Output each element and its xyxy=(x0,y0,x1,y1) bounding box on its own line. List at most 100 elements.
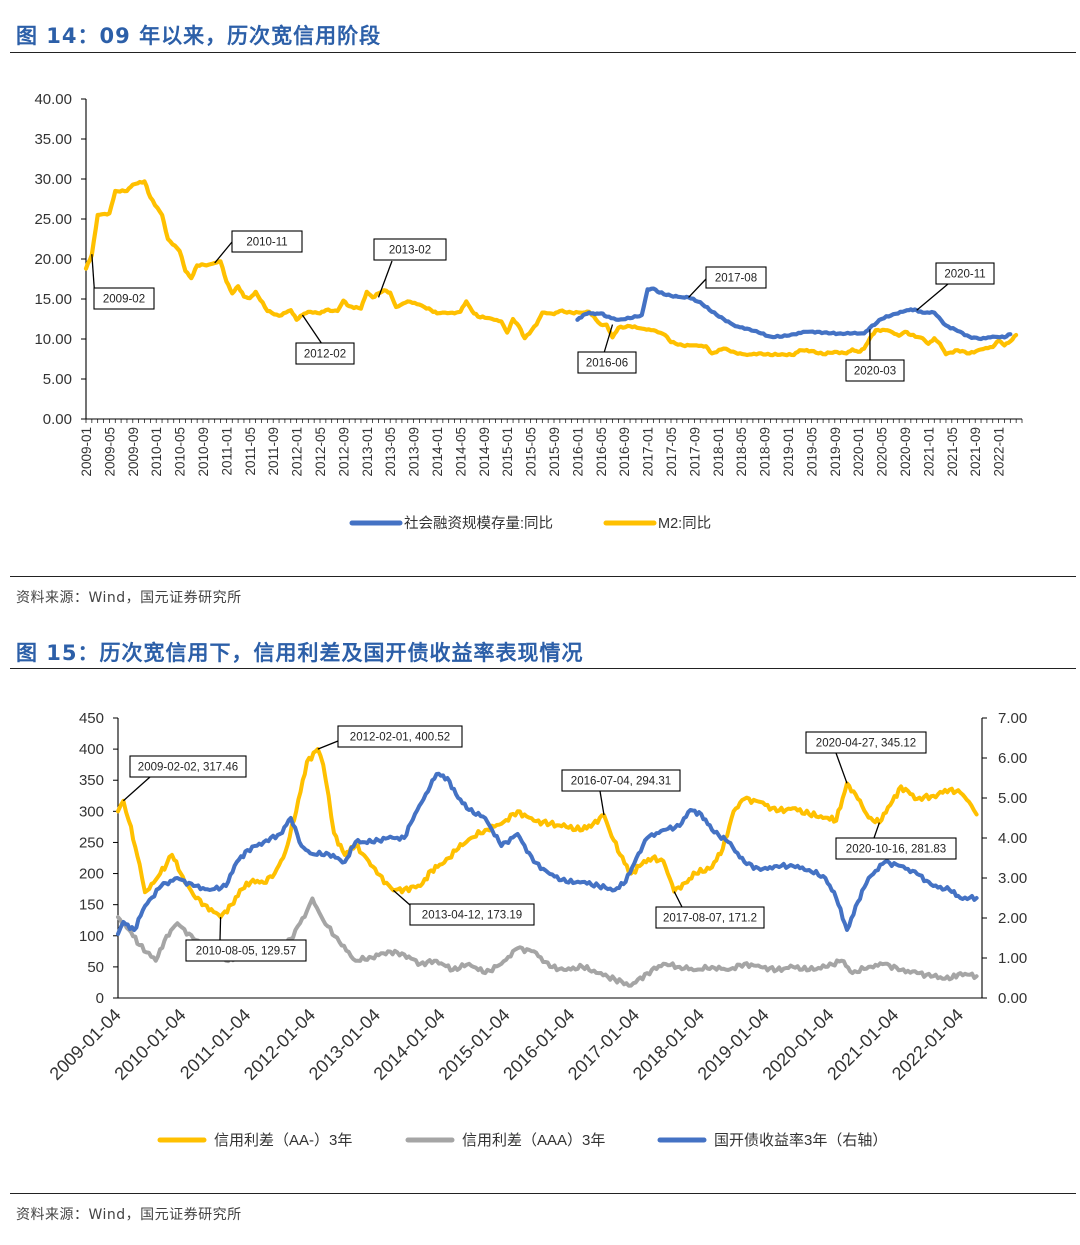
y-tick-label: 20.00 xyxy=(34,251,72,268)
x-tick-label: 2017-01 xyxy=(641,427,656,477)
annotation-6-leader xyxy=(835,752,848,784)
y-left-tick-label: 150 xyxy=(79,897,104,914)
y-right-tick-label: 0.00 xyxy=(998,990,1027,1007)
x-tick-label: 2016-05 xyxy=(594,427,609,477)
annotation-7-label: 2020-11 xyxy=(944,269,985,281)
annotation-3-label: 2013-02 xyxy=(389,245,431,257)
annotation-1-box xyxy=(185,939,307,962)
y-right-tick-label: 2.00 xyxy=(998,910,1027,927)
annotation-2-leader xyxy=(317,740,339,750)
y-left-tick-label: 300 xyxy=(79,803,104,820)
x-tick-label: 2010-01 xyxy=(149,427,164,477)
x-tick-label: 2011-05 xyxy=(243,427,258,476)
x-tick-label: 2020-09 xyxy=(898,427,913,477)
annotation-1-label: 2010-08-05, 129.57 xyxy=(196,946,296,958)
y-right-tick-label: 7.00 xyxy=(998,710,1027,727)
annotation-2-box xyxy=(337,725,463,748)
x-tick-label: 2016-09 xyxy=(617,427,632,477)
legend-label-m2: M2:同比 xyxy=(658,515,711,532)
x-tick-label: 2015-01 xyxy=(500,427,515,477)
annotation-7-leader xyxy=(873,822,881,839)
x-tick-label: 2020-01 xyxy=(851,427,866,477)
x-tick-label: 2014-01 xyxy=(430,427,445,477)
series-line-aa-minus xyxy=(116,747,979,920)
chart-15: 0 50 100 150 200 250 300 350 400 450 0.00 1.00 2.00 3… xyxy=(46,710,1028,1149)
annotation-3-box xyxy=(373,238,447,261)
x-tick-label: 2020-05 xyxy=(875,427,890,477)
annotation-6-box xyxy=(845,359,905,382)
annotation-0-leader xyxy=(122,776,151,802)
annotation-6-label: 2020-03 xyxy=(854,366,896,378)
x-tick-label: 2009-09 xyxy=(126,427,141,477)
y-left-tick-label: 100 xyxy=(79,928,104,945)
figure-14-source: 资料来源：Wind，国元证券研究所 xyxy=(16,590,242,606)
y-left-tick-label: 0 xyxy=(96,990,104,1007)
legend-label-tsf-stock: 社会融资规模存量:同比 xyxy=(404,515,553,532)
x-tick-label: 2009-05 xyxy=(102,427,117,477)
series-line-cdb-yield xyxy=(116,771,979,936)
annotation-1-label: 2010-11 xyxy=(246,237,287,249)
x-tick-label: 2012-09 xyxy=(336,427,351,477)
x-tick-label: 2019-01 xyxy=(781,427,796,477)
annotation-0-label: 2009-02-02, 317.46 xyxy=(138,762,238,774)
annotation-7-leader xyxy=(916,283,949,311)
annotation-6-label: 2020-04-27, 345.12 xyxy=(816,738,916,750)
y-left-tick-label: 350 xyxy=(79,772,104,789)
annotation-5-box xyxy=(705,266,767,289)
annotation-1-box xyxy=(231,230,303,253)
x-tick-label: 2011-01 xyxy=(219,427,234,476)
y-left-tick-label: 250 xyxy=(79,834,104,851)
annotation-6-box xyxy=(805,731,927,754)
y-tick-label: 5.00 xyxy=(43,371,72,388)
x-tick-label: 2021-05 xyxy=(945,427,960,477)
y-right-tick-label: 3.00 xyxy=(998,870,1027,887)
annotation-3-box xyxy=(409,903,535,926)
x-tick-label: 2018-09 xyxy=(758,427,773,477)
legend-label-aaa: 信用利差（AAA）3年 xyxy=(462,1132,605,1149)
x-tick-label: 2012-05 xyxy=(313,427,328,477)
annotation-4-box xyxy=(561,769,681,792)
annotation-1-leader xyxy=(214,241,233,264)
annotation-2-box xyxy=(295,342,355,365)
annotation-3-leader xyxy=(392,889,411,906)
figure-14-title: 图 14：09 年以来，历次宽信用阶段 xyxy=(16,24,382,48)
annotation-2-label: 2012-02 xyxy=(304,349,346,361)
x-tick-label: 2013-05 xyxy=(383,427,398,477)
annotation-0-box xyxy=(93,287,155,310)
x-tick-label: 2016-01 xyxy=(570,427,585,477)
y-right-tick-label: 1.00 xyxy=(998,950,1027,967)
annotation-2-leader xyxy=(301,314,323,345)
annotation-0-box xyxy=(129,755,247,778)
y-left-tick-label: 200 xyxy=(79,866,104,883)
x-tick-label: 2018-05 xyxy=(734,427,749,477)
figure-15-source: 资料来源：Wind，国元证券研究所 xyxy=(16,1207,242,1223)
figure-14-bottom-rule xyxy=(10,576,1076,577)
annotation-7-label: 2020-10-16, 281.83 xyxy=(846,844,946,856)
chart-14: 0.00 5.00 10.00 15.00 20.00 25.00 30.00 35.00 40… xyxy=(34,91,1023,532)
legend-label-cdb-yield: 国开债收益率3年（右轴） xyxy=(714,1132,887,1149)
annotation-7-box xyxy=(935,262,995,285)
y-right-tick-label: 5.00 xyxy=(998,790,1027,807)
figure-14-top-rule xyxy=(10,52,1076,53)
figure-15-top-rule xyxy=(10,668,1076,669)
x-tick-label: 2010-05 xyxy=(173,427,188,477)
annotation-2-label: 2012-02-01, 400.52 xyxy=(350,732,450,744)
x-tick-label: 2019-09 xyxy=(828,427,843,477)
annotation-0-label: 2009-02 xyxy=(103,294,145,306)
y-right-tick-label: 4.00 xyxy=(998,830,1027,847)
x-tick-label: 2013-09 xyxy=(407,427,422,477)
x-tick-label: 2022-01 xyxy=(992,427,1007,477)
x-tick-label: 2013-01 xyxy=(360,427,375,477)
y-right-tick-label: 6.00 xyxy=(998,750,1027,767)
annotation-3-leader xyxy=(377,260,393,298)
annotation-5-leader xyxy=(688,278,707,298)
annotation-3-label: 2013-04-12, 173.19 xyxy=(422,910,522,922)
annotation-5-leader xyxy=(673,891,683,908)
x-tick-label: 2017-09 xyxy=(687,427,702,477)
x-tick-label: 2014-09 xyxy=(477,427,492,477)
x-tick-label: 2017-05 xyxy=(664,427,679,477)
annotation-5-label: 2017-08-07, 171.2 xyxy=(663,913,757,925)
x-tick-label: 2010-09 xyxy=(196,427,211,477)
y-tick-label: 25.00 xyxy=(34,211,72,228)
y-tick-label: 0.00 xyxy=(43,411,72,428)
